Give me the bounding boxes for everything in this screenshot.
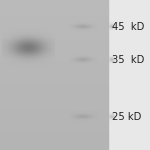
Bar bbox=[0, 112, 108, 116]
Bar bbox=[0, 30, 108, 34]
Bar bbox=[0, 75, 108, 79]
Bar bbox=[0, 109, 108, 112]
Bar bbox=[0, 68, 108, 71]
Bar bbox=[0, 4, 108, 8]
Text: 25 kD: 25 kD bbox=[112, 112, 141, 122]
Bar bbox=[0, 146, 108, 150]
Bar bbox=[0, 86, 108, 90]
Bar bbox=[0, 82, 108, 86]
Bar bbox=[0, 8, 108, 11]
Bar bbox=[0, 131, 108, 135]
Bar bbox=[0, 38, 108, 41]
Bar bbox=[0, 120, 108, 124]
Bar bbox=[0, 0, 108, 150]
Bar bbox=[0, 142, 108, 146]
Bar bbox=[0, 105, 108, 109]
Bar bbox=[0, 79, 108, 82]
Bar bbox=[0, 49, 108, 52]
Bar bbox=[0, 98, 108, 101]
Bar bbox=[0, 41, 108, 45]
Bar bbox=[0, 101, 108, 105]
Bar bbox=[0, 0, 108, 4]
Bar bbox=[0, 15, 108, 19]
Bar bbox=[0, 128, 108, 131]
Bar bbox=[0, 56, 108, 60]
Bar bbox=[0, 135, 108, 139]
Bar bbox=[0, 90, 108, 94]
Bar bbox=[0, 124, 108, 128]
Bar bbox=[0, 60, 108, 64]
Bar bbox=[0, 11, 108, 15]
Text: 35  kD: 35 kD bbox=[112, 55, 144, 65]
Bar bbox=[0, 139, 108, 142]
Bar bbox=[0, 34, 108, 38]
Bar bbox=[0, 45, 108, 49]
Bar bbox=[0, 19, 108, 22]
Bar bbox=[0, 94, 108, 98]
Bar bbox=[108, 0, 150, 150]
Bar bbox=[0, 52, 108, 56]
Bar bbox=[0, 22, 108, 26]
Bar bbox=[0, 64, 108, 68]
Bar bbox=[0, 71, 108, 75]
Bar bbox=[0, 116, 108, 120]
Bar bbox=[0, 26, 108, 30]
Text: 45  kD: 45 kD bbox=[112, 22, 144, 32]
